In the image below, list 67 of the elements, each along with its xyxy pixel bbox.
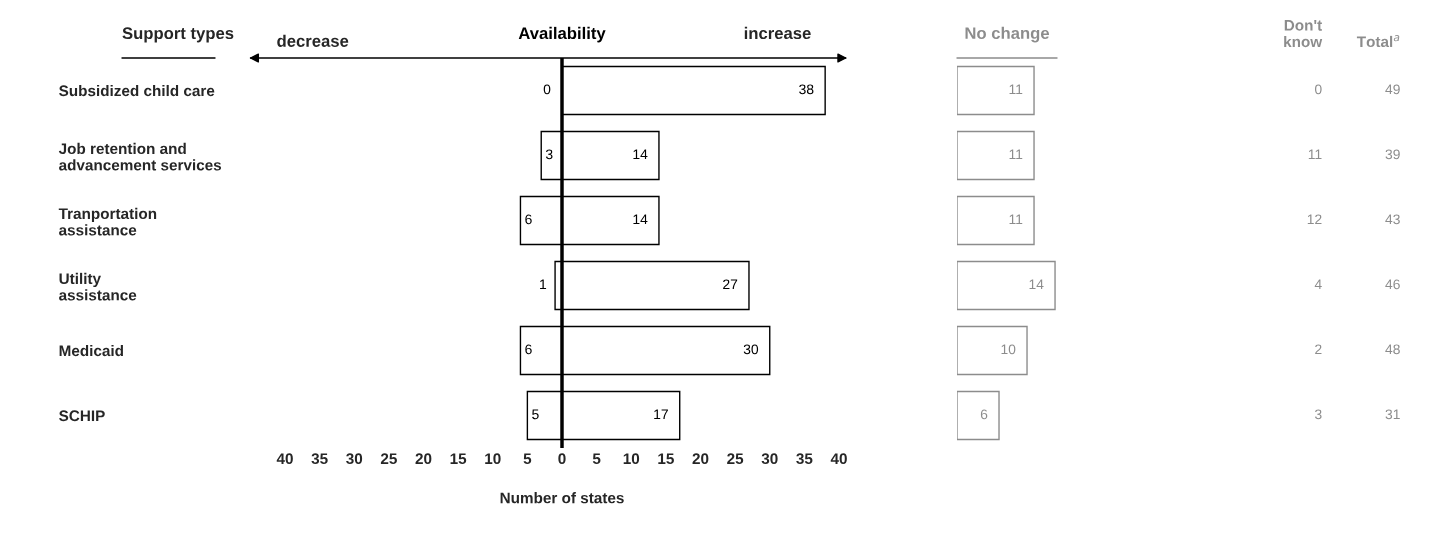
x-tick-label: Don't know <box>1284 20 1323 48</box>
bar <box>957 65 1035 116</box>
data-label: 11 <box>1308 149 1322 160</box>
y-tick-label: Medicaid <box>59 344 123 357</box>
y-axis-title: Support types <box>122 27 234 43</box>
x-tick-label: 30 <box>346 453 363 465</box>
x-tick-label: 5 <box>592 453 601 465</box>
x-tick-label: 20 <box>415 453 432 465</box>
data-label: 11 <box>1009 214 1023 225</box>
text: increase <box>744 26 811 40</box>
data-label: 10 <box>1001 344 1016 355</box>
x-tick-label: 10 <box>623 453 640 465</box>
y-tick-label: Job retention and advancement services <box>58 142 222 171</box>
data-label: 14 <box>1029 279 1044 290</box>
data-label: 0 <box>543 84 551 95</box>
data-label: 31 <box>1385 409 1400 420</box>
x-tick-label: 20 <box>692 453 709 465</box>
data-label: 12 <box>1307 214 1322 225</box>
x-tick-label: 35 <box>796 453 813 465</box>
data-label: 49 <box>1385 84 1400 95</box>
data-label: 11 <box>1009 149 1023 160</box>
chart-title: Availability <box>518 26 606 43</box>
data-label: 6 <box>525 214 532 225</box>
data-label: 14 <box>633 214 648 225</box>
data-label: 11 <box>1009 84 1023 95</box>
x-tick-label: 10 <box>485 453 501 465</box>
y-tick-label: Subsidized child care <box>59 84 215 97</box>
x-tick-label: 25 <box>727 453 744 465</box>
x-tick-label: 15 <box>450 453 467 465</box>
data-label: 14 <box>633 149 648 160</box>
x-tick-label: 30 <box>761 453 778 465</box>
x-tick-label: Total$^{a}$ <box>1356 35 1400 48</box>
data-label: 5 <box>532 409 539 420</box>
x-tick-label: 35 <box>311 453 328 465</box>
data-label: 17 <box>654 409 668 420</box>
data-label: 30 <box>743 344 759 355</box>
bar <box>957 325 1028 376</box>
data-label: 0 <box>1314 84 1322 95</box>
text: decrease <box>277 34 349 47</box>
x-tick-label: 15 <box>658 453 674 465</box>
bar <box>957 130 1035 181</box>
data-label: 3 <box>545 149 553 160</box>
data-label: 3 <box>1314 409 1322 420</box>
x-tick-label: 40 <box>830 453 847 465</box>
x-tick-label: 40 <box>276 453 293 465</box>
x-axis-title: Number of states <box>500 492 624 504</box>
data-label: 38 <box>799 84 814 95</box>
x-tick-label: 0 <box>558 453 566 465</box>
data-label: 27 <box>723 279 738 290</box>
y-tick-label: SCHIP <box>59 410 105 422</box>
data-label: 4 <box>1314 279 1322 290</box>
x-tick-label: 25 <box>380 453 397 465</box>
data-label: 2 <box>1315 344 1322 355</box>
data-label: 43 <box>1385 214 1400 225</box>
data-label: 48 <box>1385 344 1400 355</box>
data-label: 6 <box>525 344 532 355</box>
bar <box>957 195 1035 246</box>
y-tick-label: Utility assistance <box>59 272 137 301</box>
data-label: 39 <box>1385 149 1400 160</box>
data-label: 1 <box>540 279 547 290</box>
data-label: 6 <box>980 409 988 420</box>
x-tick-label: 5 <box>523 453 532 465</box>
bar <box>957 260 1056 311</box>
y-tick-label: Tranportation assistance <box>58 207 157 236</box>
data-label: 46 <box>1385 279 1400 290</box>
chart-title: No change <box>965 26 1050 43</box>
bar <box>957 390 1000 441</box>
